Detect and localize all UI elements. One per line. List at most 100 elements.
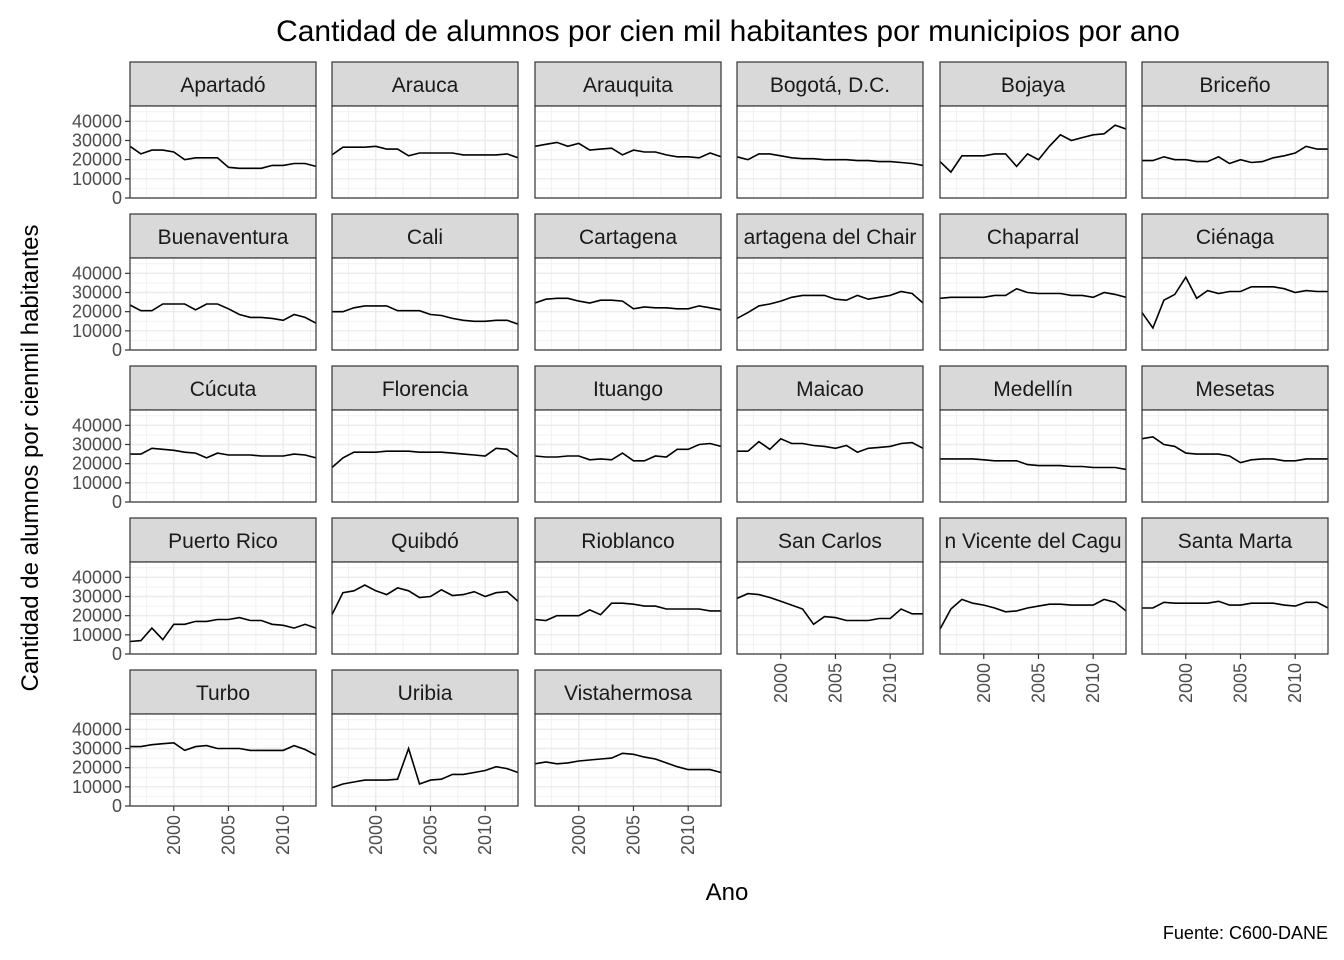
facet-strip bbox=[129, 669, 317, 715]
facet-panel: Cartagena bbox=[534, 213, 722, 351]
facet-strip-label: Rioblanco bbox=[581, 530, 674, 553]
x-tick-label: 2000 bbox=[771, 663, 791, 703]
panel-background bbox=[535, 714, 721, 806]
facet-strip-label: n Vicente del Cagu bbox=[944, 530, 1121, 553]
x-tick-label: 2000 bbox=[366, 815, 386, 855]
facet-panel: Ituango bbox=[534, 365, 722, 503]
facet-strip-label: Medellín bbox=[993, 378, 1072, 401]
facet-panel: Medellín bbox=[939, 365, 1127, 503]
chart-title: Cantidad de alumnos por cien mil habitan… bbox=[276, 15, 1180, 48]
facet-panel: artagena del Chair bbox=[736, 213, 924, 351]
x-tick-label: 2000 bbox=[1176, 663, 1196, 703]
series-line bbox=[332, 305, 519, 325]
facet-strip bbox=[129, 61, 317, 107]
panel-background bbox=[940, 410, 1126, 502]
panel-border bbox=[129, 561, 317, 655]
panel-border bbox=[939, 105, 1127, 199]
facet-strip-label: Santa Marta bbox=[1178, 530, 1293, 553]
facet-panel: Briceño bbox=[1141, 61, 1329, 199]
panel-border bbox=[1141, 105, 1329, 199]
y-tick-label: 30000 bbox=[72, 131, 122, 151]
panel-border bbox=[331, 561, 519, 655]
panel-background bbox=[130, 106, 316, 198]
panel-border bbox=[736, 561, 924, 655]
facet-panel: Santa Marta 2000 2005 2010 bbox=[1141, 517, 1329, 703]
facet-panel: Chaparral bbox=[939, 213, 1127, 351]
x-tick-label: 2005 bbox=[420, 815, 440, 855]
facet-strip-label: Cúcuta bbox=[190, 378, 257, 401]
series-line bbox=[331, 745, 519, 789]
y-tick-label: 0 bbox=[112, 188, 122, 208]
series-line bbox=[737, 437, 924, 454]
panel-background bbox=[332, 714, 518, 806]
series-line bbox=[331, 447, 519, 469]
facet-strip-label: artagena del Chair bbox=[744, 226, 917, 249]
facet-strip-label: Uribia bbox=[398, 682, 453, 705]
facet-strip bbox=[736, 517, 924, 563]
facet-panel: San Carlos 2000 2005 2010 bbox=[736, 517, 924, 703]
facet-strip bbox=[534, 61, 722, 107]
y-tick-label: 10000 bbox=[72, 473, 122, 493]
series-line bbox=[534, 297, 722, 311]
facet-strip bbox=[939, 61, 1127, 107]
facet-panel: Bogotá, D.C. bbox=[736, 61, 924, 199]
y-tick-label: 20000 bbox=[72, 454, 122, 474]
series-line bbox=[534, 752, 722, 774]
panel-border bbox=[129, 713, 317, 807]
panel-border bbox=[736, 257, 924, 351]
panel-border bbox=[534, 105, 722, 199]
facet-strip-label: Florencia bbox=[382, 378, 469, 401]
series-line bbox=[534, 442, 722, 462]
x-tick-label: 2010 bbox=[1285, 663, 1305, 703]
facet-panel: Uribia 2000 2005 2010 bbox=[331, 669, 519, 855]
y-tick-label: 20000 bbox=[72, 606, 122, 626]
facet-strip bbox=[129, 213, 317, 259]
facet-strip bbox=[1141, 61, 1329, 107]
y-tick-label: 30000 bbox=[72, 283, 122, 303]
panel-border bbox=[129, 257, 317, 351]
facet-strip-label: Bojaya bbox=[1001, 74, 1066, 97]
facet-panel: Rioblanco bbox=[534, 517, 722, 655]
y-tick-label: 30000 bbox=[72, 435, 122, 455]
facet-strip bbox=[1141, 517, 1329, 563]
panel-background bbox=[737, 106, 923, 198]
y-tick-label: 40000 bbox=[72, 415, 122, 435]
x-tick-label: 2005 bbox=[1230, 663, 1250, 703]
panel-border bbox=[331, 409, 519, 503]
facet-panel: Ciénaga bbox=[1141, 213, 1329, 351]
panel-border bbox=[331, 713, 519, 807]
facet-strip bbox=[534, 365, 722, 411]
panel-background bbox=[737, 258, 923, 350]
panel-background bbox=[940, 562, 1126, 654]
panel-background bbox=[130, 714, 316, 806]
y-tick-label: 30000 bbox=[72, 587, 122, 607]
facet-panel: Bojaya bbox=[939, 61, 1127, 199]
caption: Fuente: C600-DANE bbox=[1163, 923, 1328, 943]
facet-strip bbox=[331, 61, 519, 107]
y-tick-label: 40000 bbox=[72, 719, 122, 739]
panel-background bbox=[130, 410, 316, 502]
panel-background bbox=[1142, 410, 1328, 502]
x-tick-label: 2010 bbox=[1083, 663, 1103, 703]
y-tick-label: 10000 bbox=[72, 777, 122, 797]
y-tick-label: 0 bbox=[112, 492, 122, 512]
facet-strip-label: Maicao bbox=[796, 378, 864, 401]
panel-border bbox=[534, 561, 722, 655]
facet-strip-label: Chaparral bbox=[987, 226, 1079, 249]
facet-strip bbox=[939, 517, 1127, 563]
panel-border bbox=[331, 105, 519, 199]
panel-border bbox=[736, 105, 924, 199]
facet-strip bbox=[534, 213, 722, 259]
facet-strip bbox=[736, 213, 924, 259]
panel-border bbox=[1141, 561, 1329, 655]
x-tick-label: 2010 bbox=[475, 815, 495, 855]
facet-strip bbox=[939, 213, 1127, 259]
panel-background bbox=[130, 258, 316, 350]
facet-strip-label: Arauquita bbox=[583, 74, 673, 97]
facet-panel: Quibdó bbox=[331, 517, 519, 655]
series-line bbox=[940, 458, 1127, 471]
